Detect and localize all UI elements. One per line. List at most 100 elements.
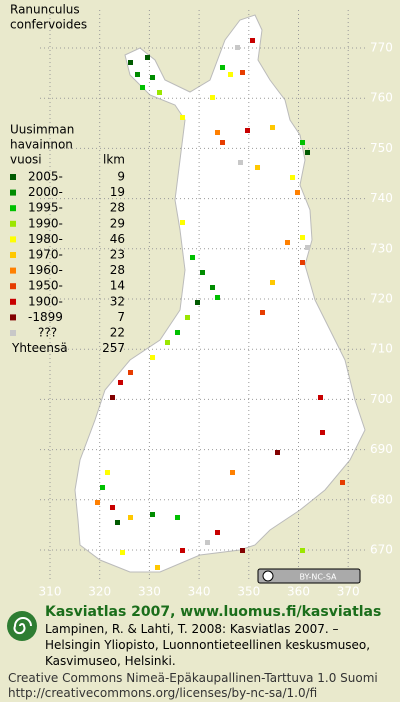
map: Ranunculus confervoides Uusimman havainn… xyxy=(10,3,393,599)
license: Creative Commons Nimeä-Epäkaupallinen-Ta… xyxy=(8,671,378,685)
observation-square xyxy=(210,285,215,290)
legend-swatch xyxy=(10,283,16,290)
observation-square xyxy=(185,315,190,320)
observation-square xyxy=(128,515,133,520)
observation-square xyxy=(155,565,160,570)
observation-square xyxy=(250,38,255,43)
observation-square xyxy=(340,480,345,485)
legend-swatch xyxy=(10,314,16,321)
total-label: Yhteensä xyxy=(11,341,68,355)
observation-square xyxy=(260,310,265,315)
observation-square xyxy=(115,520,120,525)
observation-square xyxy=(300,140,305,145)
legend-swatch xyxy=(10,205,16,212)
east-label: 360 xyxy=(287,585,310,599)
species-name: Ranunculus xyxy=(10,3,80,17)
legend-swatch xyxy=(10,220,16,227)
legend-count: 14 xyxy=(110,279,125,293)
legend-label: 1970- xyxy=(28,248,63,262)
legend-label: 1900- xyxy=(28,294,63,308)
observation-square xyxy=(210,95,215,100)
observation-square xyxy=(240,70,245,75)
legend-label: 2000- xyxy=(28,185,63,199)
legend-swatch xyxy=(10,298,16,305)
observation-square xyxy=(118,380,123,385)
observation-square xyxy=(215,530,220,535)
observation-square xyxy=(300,235,305,240)
observation-square xyxy=(220,140,225,145)
observation-square xyxy=(305,150,310,155)
footer-heading: Kasviatlas 2007, www.luomus.fi/kasviatla… xyxy=(45,604,382,620)
observation-square xyxy=(180,548,185,553)
observation-square xyxy=(165,340,170,345)
observation-square xyxy=(270,280,275,285)
observation-square xyxy=(95,500,100,505)
north-label: 690 xyxy=(370,442,393,456)
citation: Lampinen, R. & Lahti, T. 2008: Kasviatla… xyxy=(45,622,339,636)
legend-count: 28 xyxy=(110,263,125,277)
east-label: 320 xyxy=(88,585,111,599)
legend-swatch xyxy=(10,174,16,180)
observation-square xyxy=(320,430,325,435)
legend-header: lkm xyxy=(103,153,125,167)
total-count: 257 xyxy=(102,341,125,355)
north-label: 740 xyxy=(370,191,393,205)
observation-square xyxy=(300,260,305,265)
observation-square xyxy=(238,160,243,165)
observation-square xyxy=(215,295,220,300)
legend-count: 28 xyxy=(110,201,125,215)
citation: Kasvimuseo, Helsinki. xyxy=(45,654,176,668)
observation-square xyxy=(175,515,180,520)
north-label: 700 xyxy=(370,392,393,406)
legend-count: 46 xyxy=(110,232,125,246)
north-label: 770 xyxy=(370,41,393,55)
legend-header: Uusimman xyxy=(10,123,74,137)
observation-square xyxy=(128,370,133,375)
observation-square xyxy=(100,485,105,490)
observation-square xyxy=(318,395,323,400)
legend-swatch xyxy=(10,252,16,258)
observation-square xyxy=(150,355,155,360)
observation-square xyxy=(215,130,220,135)
observation-square xyxy=(150,75,155,80)
legend-header: havainnon xyxy=(10,138,73,152)
finland-outline xyxy=(74,14,366,573)
legend-count: 7 xyxy=(117,310,125,324)
north-label: 760 xyxy=(370,91,393,105)
observation-square xyxy=(290,175,295,180)
legend-label: 1960- xyxy=(28,263,63,277)
observation-square xyxy=(295,190,300,195)
license: http://creativecommons.org/licenses/by-n… xyxy=(8,686,318,700)
observation-square xyxy=(230,470,235,475)
north-label: 680 xyxy=(370,492,393,506)
observation-square xyxy=(235,45,240,50)
legend-header: vuosi xyxy=(10,153,42,167)
observation-square xyxy=(175,330,180,335)
observation-square xyxy=(285,240,290,245)
observation-square xyxy=(220,65,225,70)
legend-count: 29 xyxy=(110,216,125,230)
observation-square xyxy=(275,450,280,455)
citation: Helsingin Yliopisto, Luonnontieteellinen… xyxy=(45,638,371,652)
observation-square xyxy=(205,540,210,545)
legend-swatch xyxy=(10,330,16,336)
observation-square xyxy=(180,220,185,225)
observation-square xyxy=(300,548,305,553)
legend-label: ??? xyxy=(38,326,57,340)
observation-square xyxy=(120,550,125,555)
legend-count: 22 xyxy=(110,326,125,340)
observation-square xyxy=(305,245,310,250)
legend-label: 1990- xyxy=(28,216,63,230)
observation-square xyxy=(105,470,110,475)
legend-swatch xyxy=(10,236,16,243)
east-label: 330 xyxy=(138,585,161,599)
legend-count: 23 xyxy=(110,248,125,262)
legend-swatch xyxy=(10,189,16,196)
legend-label: 1980- xyxy=(28,232,63,246)
north-label: 710 xyxy=(370,342,393,356)
observation-square xyxy=(190,255,195,260)
east-label: 310 xyxy=(39,585,62,599)
legend-count: 9 xyxy=(117,170,125,184)
observation-square xyxy=(110,505,115,510)
north-label: 730 xyxy=(370,241,393,255)
